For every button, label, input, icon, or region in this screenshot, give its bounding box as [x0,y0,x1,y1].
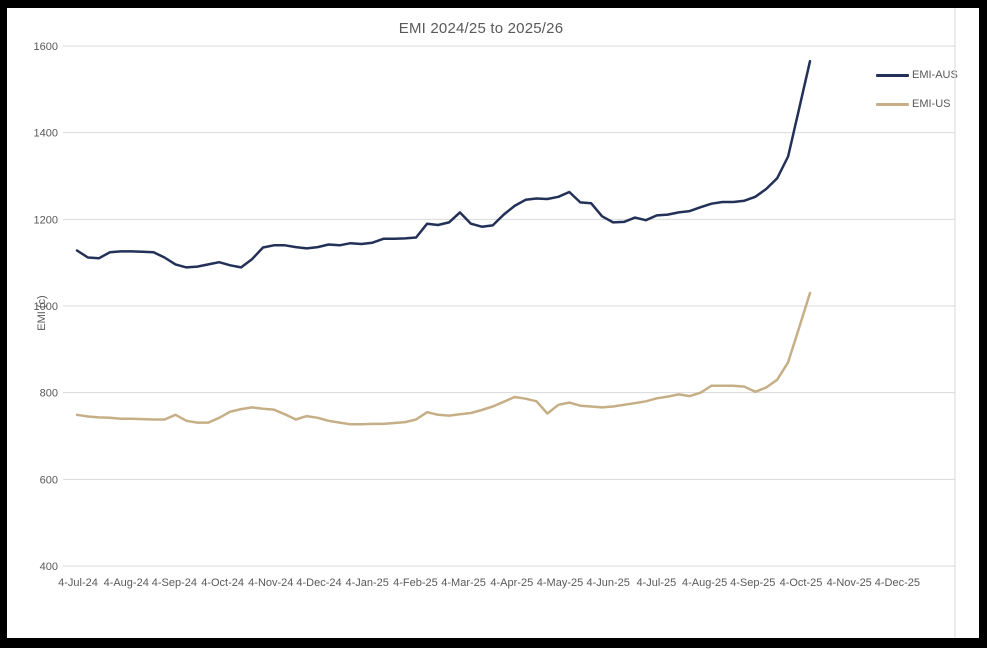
y-tick-label: 600 [40,474,58,486]
x-tick-label: 4-Aug-24 [104,577,149,589]
x-tick-label: 4-Jul-25 [637,577,677,589]
x-tick-label: 4-Apr-25 [490,577,533,589]
series-line-emi-us [75,291,812,426]
x-tick-label: 4-Jun-25 [586,577,629,589]
x-tick-label: 4-Oct-24 [201,577,244,589]
y-tick-label: 1600 [34,41,58,53]
x-tick-label: 4-Dec-24 [296,577,341,589]
y-tick-label: 1000 [34,301,58,313]
x-tick-label: 4-Nov-24 [248,577,293,589]
x-tick-label: 4-Nov-25 [827,577,872,589]
x-tick-label: 4-Jul-24 [58,577,98,589]
x-tick-label: 4-Jan-25 [345,577,388,589]
y-tick-label: 800 [40,388,58,400]
emi-aus-line-swatch [876,73,909,77]
x-tick-label: 4-Sep-24 [152,577,197,589]
legend: EMI-AUS EMI-US [876,68,958,111]
y-tick-label: 1400 [34,128,58,140]
legend-item-emi-aus: EMI-AUS [876,68,958,82]
x-tick-label: 4-May-25 [537,577,583,589]
x-tick-label: 4-Dec-25 [875,577,920,589]
chart-title: EMI 2024/25 to 2025/26 [398,20,564,37]
x-tick-label: 4-Oct-25 [780,577,823,589]
x-tick-label: 4-Mar-25 [441,577,486,589]
y-tick-label: 1200 [34,214,58,226]
legend-item-emi-us: EMI-US [876,97,958,111]
legend-label-emi-aus: EMI-AUS [912,69,958,81]
x-tick-label: 4-Feb-25 [393,577,438,589]
series-line-emi-aus [75,59,812,269]
x-tick-label: 4-Aug-25 [682,577,727,589]
legend-label-emi-us: EMI-US [912,98,951,110]
chart-frame: EMI 2024/25 to 2025/26 EMI (c) EMI-AUS E… [7,8,979,638]
y-tick-label: 400 [40,561,58,573]
x-tick-label: 4-Sep-25 [730,577,775,589]
emi-us-line-swatch [876,102,909,106]
